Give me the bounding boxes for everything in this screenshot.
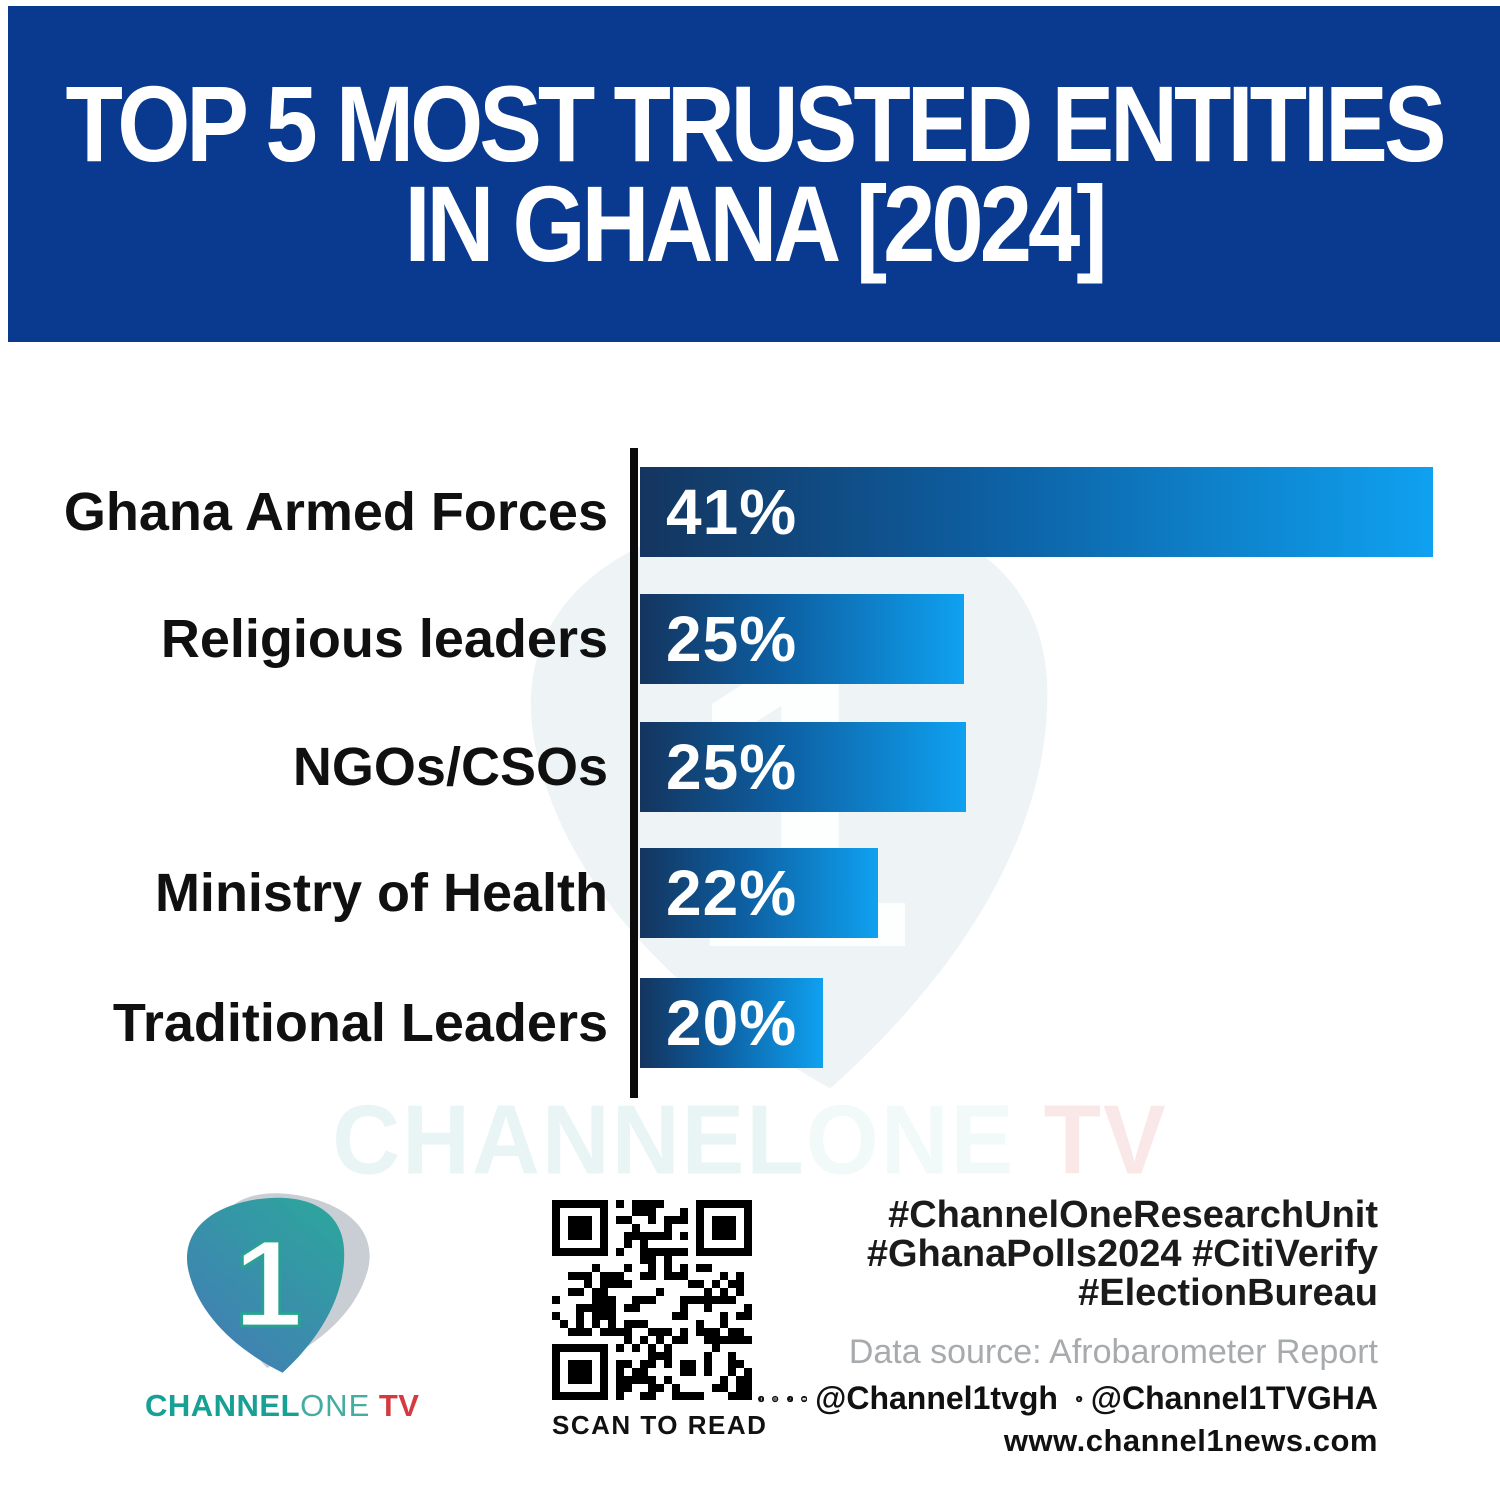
bar-traditional-leaders: 20% xyxy=(640,978,823,1068)
qr-block: SCAN TO READ xyxy=(552,1200,768,1441)
hashtag-line: #GhanaPolls2024 #CitiVerify xyxy=(866,1233,1378,1275)
bar-value-label: 41% xyxy=(666,476,798,548)
footer-right-column: #ChannelOneResearchUnit #GhanaPolls2024 … xyxy=(758,1196,1378,1459)
youtube-icon xyxy=(800,1395,808,1402)
header-banner: TOP 5 MOST TRUSTED ENTITIES IN GHANA [20… xyxy=(8,6,1500,342)
channel-one-text-watermark: CHANNELONE TV xyxy=(332,1084,1168,1195)
category-label: Ghana Armed Forces xyxy=(63,482,608,542)
website-url: www.channel1news.com xyxy=(1003,1423,1378,1458)
page-title-line-2: IN GHANA [2024] xyxy=(404,163,1107,284)
hashtag-line: #ElectionBureau xyxy=(1078,1272,1378,1314)
qr-caption: SCAN TO READ xyxy=(552,1410,768,1440)
hashtag-line: #ChannelOneResearchUnit xyxy=(888,1194,1378,1236)
instagram-icon xyxy=(772,1395,779,1402)
bar-value-label: 22% xyxy=(666,857,798,929)
qr-code xyxy=(552,1200,752,1400)
bar-value-label: 20% xyxy=(666,987,798,1059)
bar-ministry-of-health: 22% xyxy=(640,848,878,938)
data-source-note: Data source: Afrobarometer Report xyxy=(848,1333,1378,1371)
svg-text:f: f xyxy=(761,1396,763,1401)
channel-one-logo-mark: 1 xyxy=(187,1193,370,1373)
page-title-line-1: TOP 5 MOST TRUSTED ENTITIES xyxy=(65,63,1446,185)
bar-ngos-csos: 25% xyxy=(640,722,966,812)
social-handle-x: @Channel1TVGHA xyxy=(1090,1380,1378,1416)
category-label: NGOs/CSOs xyxy=(292,737,608,797)
social-row: f ♪ @Channel1tvgh X @ xyxy=(758,1380,1378,1417)
svg-text:X: X xyxy=(1078,1397,1081,1401)
logo-wordmark: CHANNELONE TV xyxy=(145,1388,420,1423)
category-label: Traditional Leaders xyxy=(112,993,608,1053)
bar-chart: 1 Ghana Armed Forces Religious leaders N… xyxy=(0,342,1500,1132)
bar-religious-leaders: 25% xyxy=(640,594,964,684)
tiktok-icon: ♪ xyxy=(786,1395,793,1402)
bar-value-label: 25% xyxy=(666,731,798,803)
x-icon: X xyxy=(1076,1395,1083,1402)
logo-pick-shape xyxy=(187,1197,345,1373)
bar-value-label: 25% xyxy=(666,603,798,675)
category-label: Religious leaders xyxy=(160,609,608,669)
y-axis-line xyxy=(630,448,638,1098)
bar-ghana-armed-forces: 41% xyxy=(640,467,1433,557)
svg-text:♪: ♪ xyxy=(788,1396,791,1401)
facebook-icon: f xyxy=(758,1395,765,1402)
logo-numeral-1: 1 xyxy=(234,1215,303,1353)
category-label: Ministry of Health xyxy=(154,863,608,923)
channel-one-logo: 1 CHANNELONE TV xyxy=(145,1185,425,1425)
social-handle-primary: @Channel1tvgh xyxy=(815,1380,1058,1416)
